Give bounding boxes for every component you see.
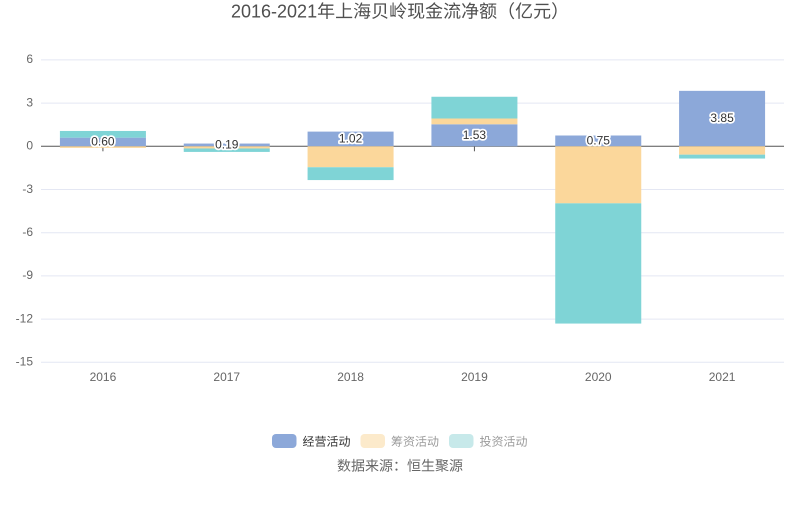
svg-text:6: 6 <box>26 52 33 66</box>
svg-text:-9: -9 <box>22 268 33 282</box>
svg-text:0.60: 0.60 <box>91 135 115 149</box>
svg-text:0.19: 0.19 <box>215 138 239 152</box>
svg-text:3.85: 3.85 <box>710 111 734 125</box>
svg-text:2021: 2021 <box>709 370 736 384</box>
svg-text:-12: -12 <box>16 311 34 325</box>
svg-text:2017: 2017 <box>213 370 240 384</box>
svg-text:2016: 2016 <box>90 370 117 384</box>
svg-text:2019: 2019 <box>461 370 488 384</box>
svg-text:-3: -3 <box>22 182 33 196</box>
svg-text:0.75: 0.75 <box>587 134 611 148</box>
svg-text:3: 3 <box>26 95 33 109</box>
svg-text:2020: 2020 <box>585 370 612 384</box>
svg-text:2016-2021: 2016-2021 <box>231 2 317 22</box>
svg-text:-15: -15 <box>16 355 34 369</box>
svg-text:2018: 2018 <box>337 370 364 384</box>
svg-text:0: 0 <box>26 139 33 153</box>
svg-text:-6: -6 <box>22 225 33 239</box>
svg-text:1.02: 1.02 <box>339 132 363 146</box>
svg-text:1.53: 1.53 <box>463 128 487 142</box>
